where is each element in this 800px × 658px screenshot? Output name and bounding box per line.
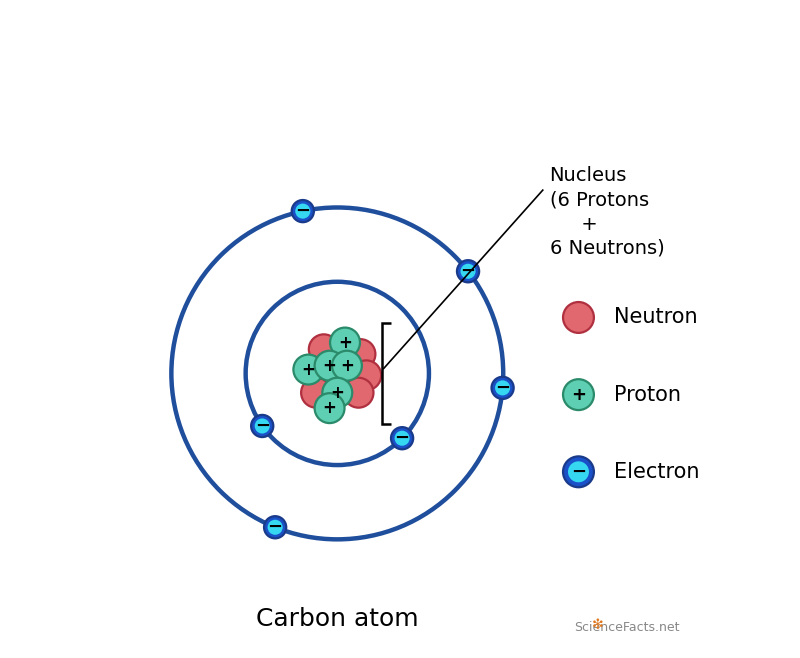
Text: +: +: [322, 399, 337, 417]
Circle shape: [495, 380, 510, 395]
Circle shape: [301, 378, 331, 408]
Text: Structure of Atom: Structure of Atom: [105, 16, 695, 72]
Text: −: −: [461, 263, 476, 280]
Circle shape: [461, 264, 475, 279]
Circle shape: [251, 415, 274, 437]
Circle shape: [295, 203, 310, 218]
Text: Proton: Proton: [614, 385, 681, 405]
Circle shape: [264, 516, 286, 538]
Circle shape: [491, 377, 514, 399]
Circle shape: [309, 334, 338, 365]
Text: +: +: [571, 386, 586, 403]
Circle shape: [346, 339, 375, 369]
Circle shape: [391, 427, 413, 449]
Circle shape: [563, 457, 594, 487]
Text: +: +: [322, 357, 337, 374]
Circle shape: [294, 355, 323, 384]
Text: −: −: [571, 463, 586, 481]
Text: Electron: Electron: [614, 462, 700, 482]
Circle shape: [314, 351, 345, 380]
Circle shape: [292, 200, 314, 222]
Text: −: −: [254, 417, 270, 435]
Circle shape: [332, 351, 362, 380]
Text: Nucleus
(6 Protons
     +
6 Neutrons): Nucleus (6 Protons + 6 Neutrons): [550, 166, 664, 258]
Text: −: −: [295, 202, 310, 220]
Text: −: −: [394, 429, 410, 447]
Text: +: +: [340, 357, 354, 374]
Circle shape: [457, 260, 479, 282]
Circle shape: [568, 461, 589, 482]
Text: −: −: [495, 379, 510, 397]
Text: −: −: [267, 519, 282, 536]
Text: +: +: [302, 361, 315, 378]
Circle shape: [394, 431, 410, 445]
Text: +: +: [330, 384, 344, 401]
Text: ❇: ❇: [592, 618, 603, 632]
Circle shape: [351, 361, 381, 390]
Circle shape: [314, 393, 345, 423]
Circle shape: [322, 378, 352, 408]
Circle shape: [267, 520, 282, 535]
Circle shape: [254, 418, 270, 434]
Text: +: +: [338, 334, 352, 351]
Text: ScienceFacts.net: ScienceFacts.net: [574, 621, 680, 634]
Circle shape: [563, 379, 594, 410]
Circle shape: [343, 378, 374, 408]
Circle shape: [563, 302, 594, 333]
Circle shape: [330, 328, 360, 357]
Text: Carbon atom: Carbon atom: [256, 607, 418, 632]
Text: Neutron: Neutron: [614, 307, 698, 328]
